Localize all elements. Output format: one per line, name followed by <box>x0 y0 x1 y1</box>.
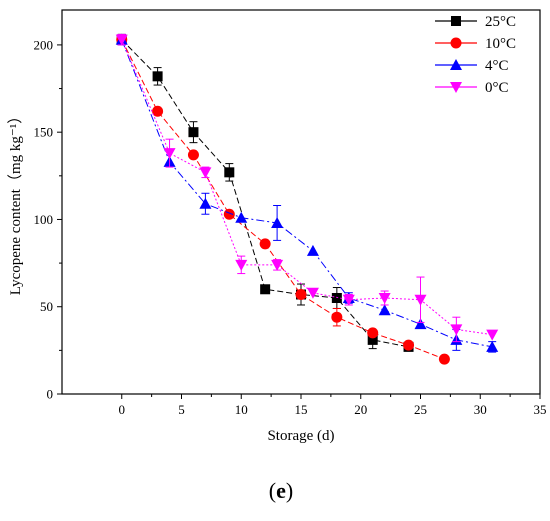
legend-item: 10°C <box>435 36 516 52</box>
x-axis-title: Storage (d) <box>267 428 334 444</box>
data-point <box>367 327 379 339</box>
y-tick-label: 100 <box>34 212 54 227</box>
legend-label: 0°C <box>485 80 509 96</box>
data-point <box>378 293 391 304</box>
data-point <box>235 211 248 223</box>
x-tick-label: 25 <box>414 402 427 417</box>
data-point <box>414 294 427 306</box>
data-point <box>306 244 319 256</box>
data-point <box>259 238 271 250</box>
series-layer <box>115 33 499 365</box>
legend-item: 0°C <box>435 80 509 96</box>
y-tick-label: 50 <box>40 299 53 314</box>
data-point <box>438 353 450 365</box>
data-point <box>378 304 391 316</box>
x-axis-ticks: 0 5 10 15 20 25 30 35 <box>119 394 547 417</box>
legend-item: 4°C <box>435 58 509 74</box>
y-tick-label: 0 <box>47 387 54 402</box>
x-tick-label: 30 <box>474 402 487 417</box>
legend-label: 10°C <box>485 36 516 52</box>
data-point <box>188 127 199 138</box>
panel-label: (e) <box>269 478 293 503</box>
x-tick-label: 0 <box>119 402 126 417</box>
data-point <box>306 287 319 299</box>
data-point <box>163 148 176 160</box>
y-tick-label: 150 <box>34 125 54 140</box>
data-point <box>414 318 427 330</box>
series-2 <box>115 33 499 353</box>
series-0 <box>116 33 414 352</box>
x-tick-label: 5 <box>178 402 185 417</box>
x-tick-label: 15 <box>295 402 308 417</box>
data-point <box>450 324 463 336</box>
data-point <box>224 167 235 178</box>
y-axis-ticks: 0 50 100 150 200 <box>34 37 62 402</box>
series-line <box>121 39 445 360</box>
legend-label: 25°C <box>485 14 516 30</box>
legend-marker <box>451 16 461 26</box>
data-point <box>260 284 271 295</box>
legend-marker <box>450 82 462 93</box>
data-point <box>115 34 128 46</box>
data-point <box>152 71 163 82</box>
legend-label: 4°C <box>485 58 509 74</box>
data-point <box>199 197 212 209</box>
series-line <box>121 39 493 348</box>
data-point <box>331 311 343 323</box>
legend-item: 25°C <box>435 14 516 30</box>
panel-label-close: ) <box>286 478 293 503</box>
data-point <box>486 329 499 341</box>
panel-label-letter: e <box>276 478 286 503</box>
data-point <box>199 167 212 179</box>
data-point <box>342 294 355 306</box>
series-line <box>121 39 493 336</box>
data-point <box>271 259 284 271</box>
y-axis-title: Lycopene content（mg kg⁻¹） <box>7 109 24 296</box>
data-point <box>271 216 284 228</box>
x-tick-label: 35 <box>534 402 547 417</box>
x-tick-label: 20 <box>354 402 367 417</box>
data-point <box>403 339 415 351</box>
series-1 <box>116 33 450 365</box>
panel-label-open: ( <box>269 478 276 503</box>
data-point <box>235 259 248 271</box>
y-tick-label: 200 <box>34 37 54 52</box>
data-point <box>331 293 342 303</box>
series-3 <box>115 33 499 343</box>
plot-border <box>61 9 541 395</box>
plot-frame <box>61 9 541 395</box>
legend-marker <box>450 37 462 49</box>
data-point <box>367 334 378 345</box>
series-line <box>121 39 409 348</box>
data-point <box>187 149 199 161</box>
data-point <box>486 340 499 352</box>
data-point <box>295 289 307 301</box>
data-point <box>152 105 164 117</box>
legend-marker <box>450 59 462 70</box>
legend: 25°C 10°C 4°C 0°C <box>435 14 516 96</box>
x-tick-label: 10 <box>235 402 248 417</box>
